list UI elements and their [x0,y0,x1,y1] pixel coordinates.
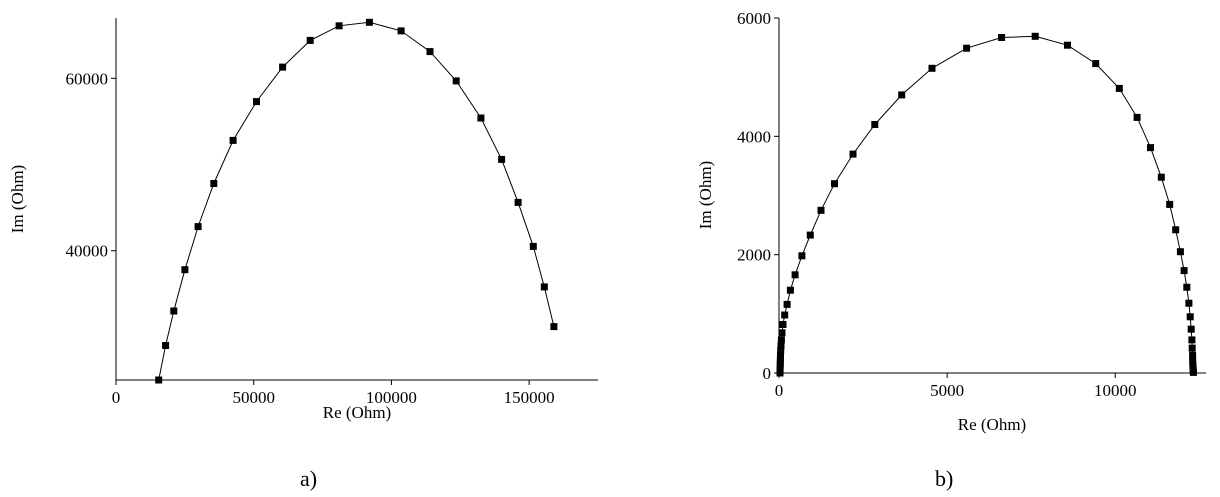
data-point [831,180,838,188]
ticks: 0 5000 10000 0 2000 4000 6000 [737,9,1136,400]
data-point [1185,299,1193,307]
data-point [181,266,189,274]
data-point [514,198,522,206]
data-point [170,307,178,315]
data-point [1183,283,1191,291]
y-tick-label: 0 [763,364,772,383]
data-point [1166,200,1174,208]
data-point [776,358,784,366]
data-point [777,342,785,350]
data-point [777,336,785,344]
data-point [1188,336,1196,344]
data-point [871,121,879,128]
data-point [1172,226,1180,234]
data-points [776,32,1197,377]
data-point [791,271,799,279]
panel-label-a: a) [300,466,318,491]
data-point [963,44,971,52]
data-point [783,300,791,308]
data-point [1189,351,1197,359]
data-point [162,342,170,349]
data-point [498,155,506,163]
data-point [928,64,936,72]
data-point [306,36,314,44]
y-tick-label: 60000 [66,69,109,88]
data-point [778,329,786,337]
data-curve [779,35,1194,374]
data-point [776,369,784,377]
data-point [426,48,434,56]
data-point [1189,368,1197,376]
data-point [1133,113,1141,121]
data-point [529,242,537,250]
x-tick-label: 150000 [504,388,555,407]
x-tick-label: 5000 [930,381,964,400]
data-point [806,231,814,239]
data-point [777,351,784,359]
data-point [1176,248,1184,256]
data-point [777,347,785,354]
data-curve [158,21,555,381]
data-point [1188,344,1196,352]
data-point [550,323,558,331]
data-point [1147,144,1154,152]
x-tick-label: 0 [775,381,784,400]
data-point [998,34,1006,41]
data-point [798,252,806,260]
panel-label-b: b) [935,466,954,491]
data-point [1186,313,1194,321]
y-axis-title: Im (Ohm) [696,161,715,229]
data-point [898,91,906,99]
x-tick-label: 10000 [1094,381,1137,400]
data-point [779,321,787,328]
x-axis-title: Re (Ohm) [958,415,1026,434]
x-tick-label: 100000 [366,388,417,407]
ticks: 0 50000 100000 150000 40000 60000 [66,69,555,407]
chart-a: 0 50000 100000 150000 40000 60000 Re (Ohm) Im… [8,18,598,422]
data-point [786,286,794,294]
data-point [1187,325,1195,333]
data-point [253,98,260,106]
data-point [849,150,857,158]
y-tick-label: 40000 [66,242,109,261]
data-points [155,18,558,384]
data-point [1115,84,1123,92]
data-point [781,311,789,319]
data-point [817,206,825,214]
x-tick-label: 50000 [232,388,275,407]
data-point [452,77,460,85]
data-point [155,376,163,384]
data-point [1031,32,1039,40]
data-point [1064,41,1071,49]
data-point [1157,173,1165,181]
data-point [335,22,343,30]
data-point [397,27,405,35]
x-axis-title: Re (Ohm) [323,403,391,422]
y-tick-label: 6000 [737,9,771,28]
data-point [365,18,373,26]
data-point [194,223,202,231]
data-point [540,283,548,291]
data-point [1189,357,1197,365]
y-axis-title: Im (Ohm) [8,165,27,233]
data-point [1092,60,1100,68]
chart-b: 0 5000 10000 0 2000 4000 6000 Re (Ohm) Im (Ohm… [696,9,1206,434]
x-tick-label: 0 [112,388,121,407]
data-point [229,136,237,144]
data-point [477,114,485,122]
data-point [210,180,218,187]
data-point [279,63,287,71]
y-tick-label: 4000 [737,127,771,146]
y-tick-label: 2000 [737,246,771,265]
data-point [1180,267,1188,275]
